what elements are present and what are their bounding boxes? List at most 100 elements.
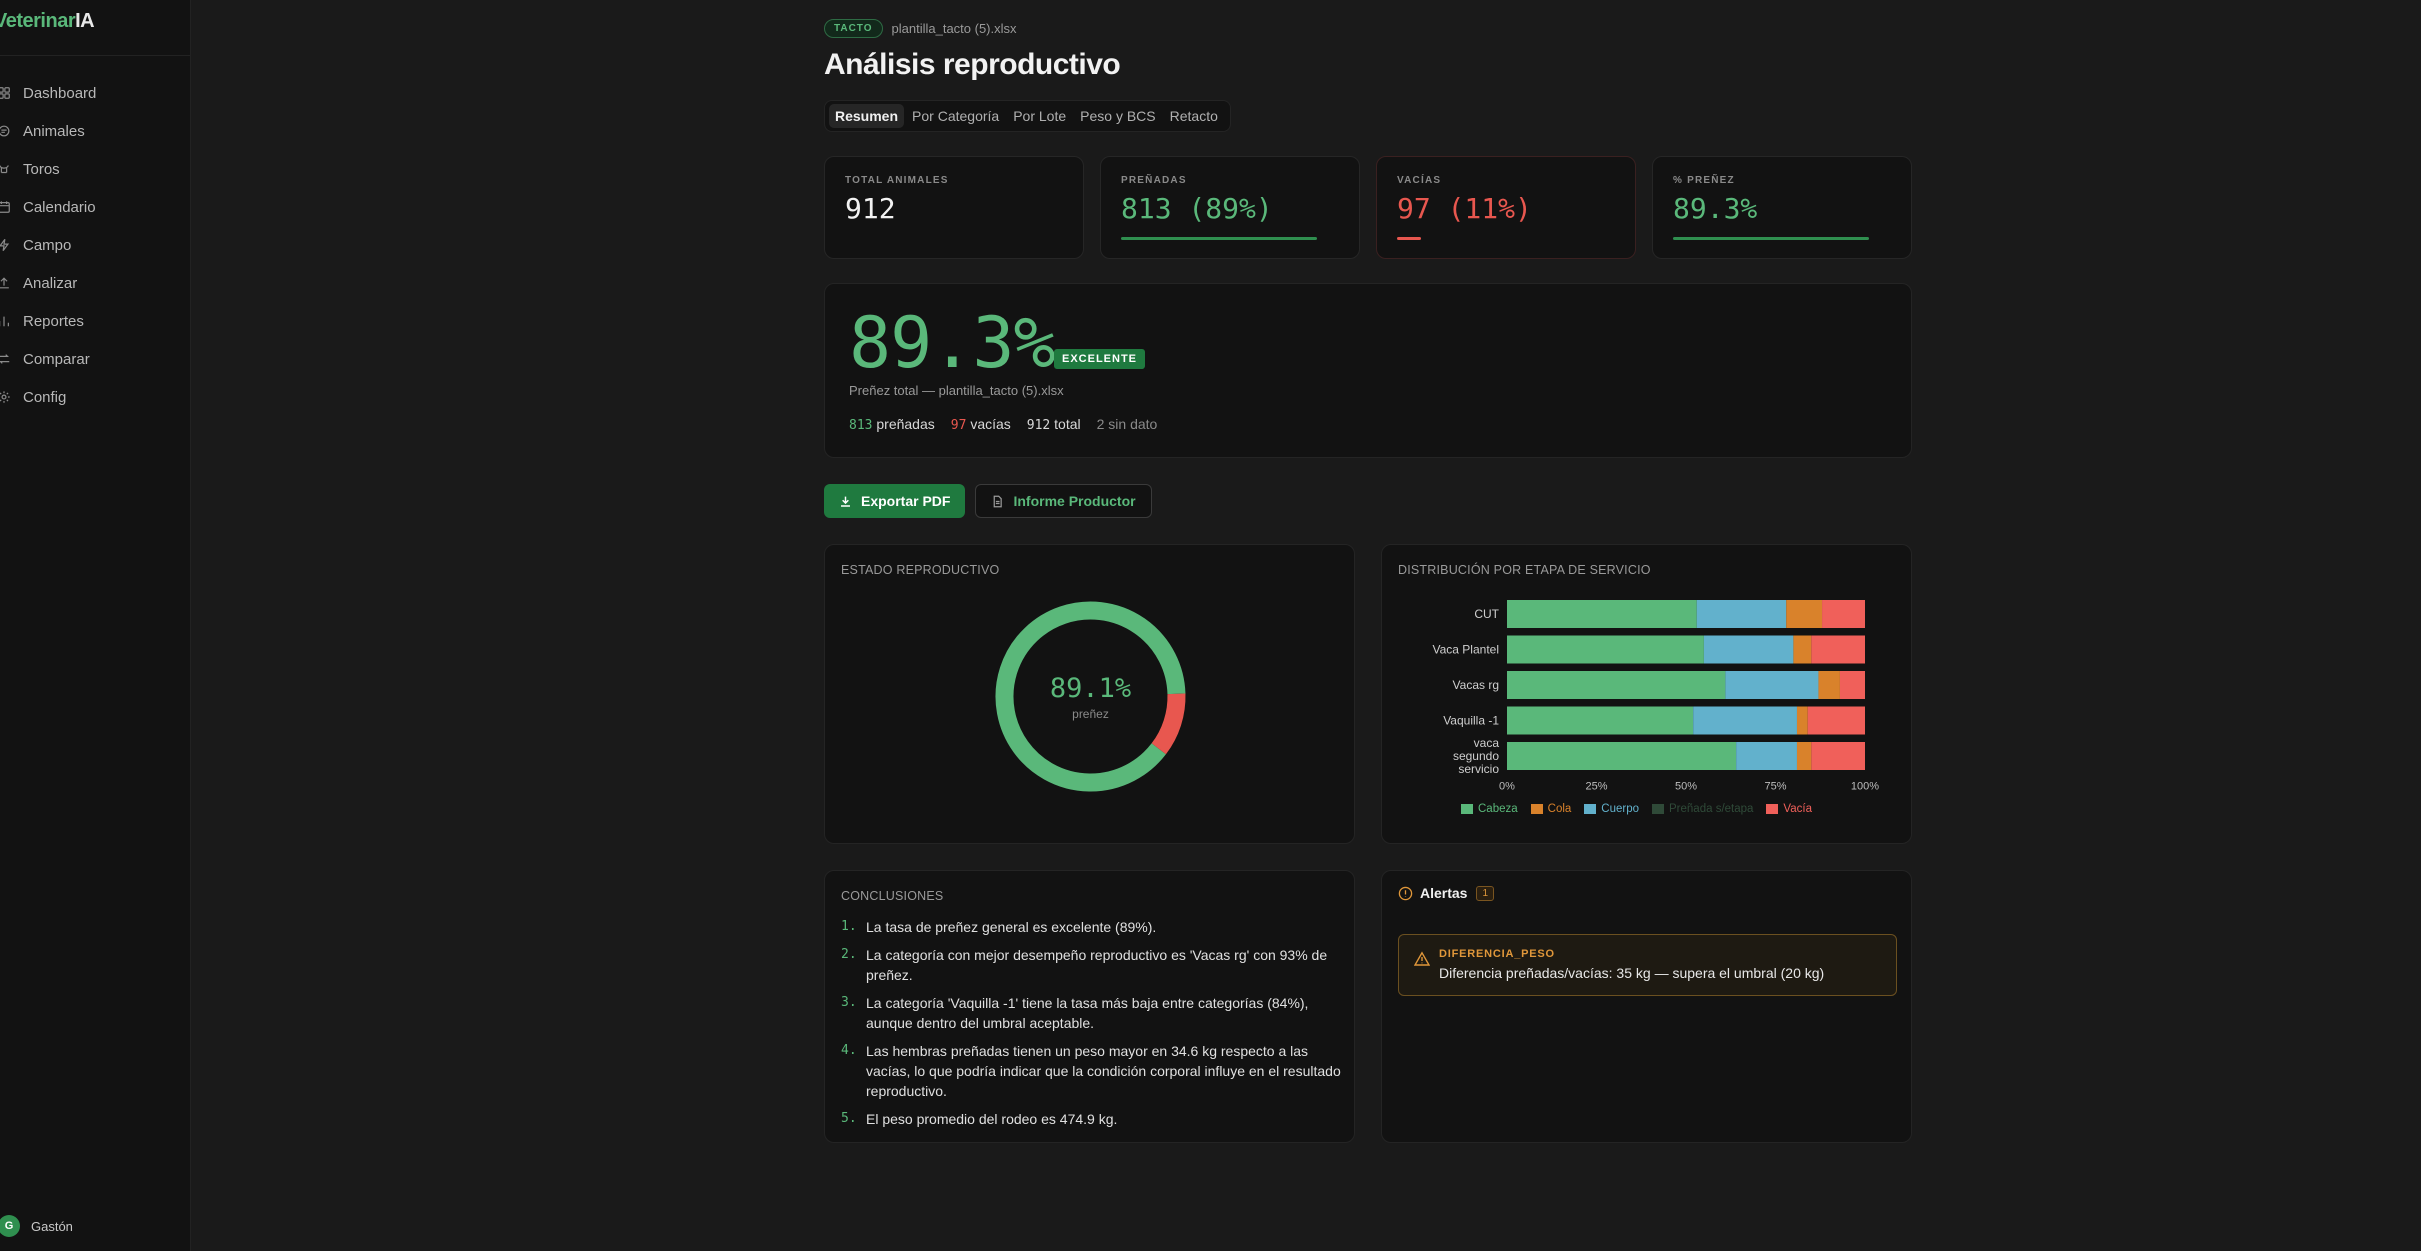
charts-row: ESTADO REPRODUCTIVO 89.1% preñez DISTRIB… xyxy=(824,544,1912,844)
conclusion-item: 2. La categoría con mejor desempeño repro… xyxy=(841,945,1341,985)
bar-segment-cola[interactable] xyxy=(1793,635,1812,664)
bar-segment-vac-a[interactable] xyxy=(1811,742,1865,770)
category-label: Vaquilla -1 xyxy=(1443,714,1499,728)
pregnancy-pct-card: % PREÑEZ 89.3% xyxy=(1652,156,1912,259)
legend-swatch xyxy=(1530,804,1543,814)
legend-item[interactable]: Cabeza xyxy=(1461,803,1518,815)
export-pdf-button[interactable]: Exportar PDF xyxy=(824,484,966,518)
tab-peso-y-bcs[interactable]: Peso y BCS xyxy=(1080,108,1156,124)
sidebar-item-label: Config xyxy=(23,388,67,406)
sidebar-divider xyxy=(0,55,191,56)
document-icon xyxy=(994,495,1003,507)
empty-card: VACÍAS 97 (11%) xyxy=(1376,156,1636,259)
bar-segment-cabeza[interactable] xyxy=(1507,706,1694,735)
bar-segment-cola[interactable] xyxy=(1786,600,1823,628)
bar-segment-vac-a[interactable] xyxy=(1811,635,1865,664)
conclusion-number: 4. xyxy=(841,1043,857,1058)
stat-progress-bar xyxy=(1121,237,1317,240)
donut-slice-pregnant xyxy=(995,601,1186,792)
alerts-title: Alertas xyxy=(1420,885,1468,901)
no-data-count: 2 sin dato xyxy=(1096,416,1158,432)
grid-icon xyxy=(0,86,11,100)
user-profile[interactable]: G Gastón xyxy=(0,1215,73,1237)
donut-center: 89.1% preñez xyxy=(994,600,1187,793)
empty-count: 97 vacías xyxy=(950,416,1011,433)
sidebar-item-config[interactable]: Config xyxy=(0,378,191,416)
sidebar-item-toros[interactable]: Toros xyxy=(0,150,191,188)
tab-resumen[interactable]: Resumen xyxy=(829,104,905,128)
legend-label: Cola xyxy=(1547,803,1572,815)
sidebar-item-label: Analizar xyxy=(23,274,78,292)
sidebar-item-label: Animales xyxy=(23,122,85,140)
producer-report-label: Informe Productor xyxy=(1013,493,1136,509)
conclusion-text: La tasa de preñez general es excelente (… xyxy=(866,919,1157,935)
sidebar-item-campo[interactable]: Campo xyxy=(0,226,191,264)
legend-label: Cabeza xyxy=(1478,803,1518,815)
alert-message: Diferencia preñadas/vacías: 35 kg — supe… xyxy=(1439,965,1825,981)
bar-segment-cabeza[interactable] xyxy=(1507,600,1697,628)
tab-retacto[interactable]: Retacto xyxy=(1169,108,1218,124)
bar-segment-cola[interactable] xyxy=(1818,671,1840,699)
sidebar-item-dashboard[interactable]: Dashboard xyxy=(0,74,191,112)
pregnancy-rate-caption: Preñez total — plantilla_tacto (5).xlsx xyxy=(849,383,1064,398)
category-label: Vaca Plantel xyxy=(1433,643,1500,657)
sidebar-item-animales[interactable]: Animales xyxy=(0,112,191,150)
bar-segment-cola[interactable] xyxy=(1796,706,1808,735)
legend-item[interactable]: Cuerpo xyxy=(1584,803,1639,815)
total-animals-card: TOTAL ANIMALES 912 xyxy=(824,156,1084,259)
bar-segment-cabeza[interactable] xyxy=(1507,742,1737,770)
alert-item[interactable]: DIFERENCIA_PESO Diferencia preñadas/vací… xyxy=(1398,934,1897,996)
page-title: Análisis reproductivo xyxy=(824,48,1121,81)
legend-swatch xyxy=(1652,804,1665,814)
producer-report-button[interactable]: Informe Productor xyxy=(975,484,1152,518)
bar-segment-cuerpo[interactable] xyxy=(1703,635,1794,664)
pregnancy-summary-card: 89.3% EXCELENTE Preñez total — plantilla… xyxy=(824,283,1912,458)
sidebar-item-label: Dashboard xyxy=(23,84,97,102)
legend-item[interactable]: Preñada s/etapa xyxy=(1652,803,1753,815)
avatar[interactable]: G xyxy=(0,1215,20,1237)
sidebar-item-label: Toros xyxy=(23,160,60,178)
file-name: plantilla_tacto (5).xlsx xyxy=(891,21,1017,36)
bar-segment-vac-a[interactable] xyxy=(1807,706,1865,735)
tab-por-categoría[interactable]: Por Categoría xyxy=(912,108,1000,124)
stat-label: % PREÑEZ xyxy=(1673,175,1735,186)
bar-segment-cuerpo[interactable] xyxy=(1725,671,1819,699)
compare-icon xyxy=(0,352,11,366)
alerts-header: Alertas 1 xyxy=(1398,885,1495,901)
tab-por-lote[interactable]: Por Lote xyxy=(1013,108,1067,124)
bar-segment-cuerpo[interactable] xyxy=(1736,742,1797,770)
sidebar-item-calendario[interactable]: Calendario xyxy=(0,188,191,226)
brand-logo[interactable]: VeterinarIA xyxy=(0,10,95,32)
animal-icon xyxy=(0,124,11,138)
sidebar-item-comparar[interactable]: Comparar xyxy=(0,340,191,378)
field-icon xyxy=(0,238,11,252)
bar-segment-cuerpo[interactable] xyxy=(1693,706,1797,735)
bar-segment-vac-a[interactable] xyxy=(1839,671,1865,699)
sidebar-item-analizar[interactable]: Analizar xyxy=(0,264,191,302)
category-label: CUT xyxy=(1474,607,1499,621)
bar-segment-vac-a[interactable] xyxy=(1822,600,1865,628)
bar-segment-cola[interactable] xyxy=(1796,742,1812,770)
summary-counts: 813 preñadas 97 vacías 912 total 2 sin d… xyxy=(849,416,1157,433)
alerts-card: Alertas 1 DIFERENCIA_PESO Diferencia pre… xyxy=(1381,870,1912,1143)
sidebar-item-reportes[interactable]: Reportes xyxy=(0,302,191,340)
legend-item[interactable]: Vacía xyxy=(1766,803,1812,815)
category-label: segundo xyxy=(1453,749,1499,763)
conclusion-text: La categoría 'Vaquilla -1' tiene la tasa… xyxy=(866,995,1309,1031)
stats-row: TOTAL ANIMALES 912 PREÑADAS 813 (89%) VACÍAS… xyxy=(824,156,1912,259)
legend-item[interactable]: Cola xyxy=(1530,803,1572,815)
legend-label: Vacía xyxy=(1783,803,1812,815)
legend-swatch xyxy=(1461,804,1473,814)
bar-segment-cabeza[interactable] xyxy=(1507,635,1704,664)
conclusion-text: Las hembras preñadas tienen un peso mayo… xyxy=(866,1043,1341,1099)
legend-swatch xyxy=(1766,804,1779,814)
bar-segment-cuerpo[interactable] xyxy=(1696,600,1787,628)
stat-value: 89.3% xyxy=(1673,192,1758,225)
bar-chart-icon xyxy=(0,314,11,328)
bar-segment-cabeza[interactable] xyxy=(1507,671,1726,699)
service-stage-card: DISTRIBUCIÓN POR ETAPA DE SERVICIO CUT Va… xyxy=(1381,544,1912,844)
conclusion-item: 4. Las hembras preñadas tienen un peso ma… xyxy=(841,1041,1341,1101)
rating-badge: EXCELENTE xyxy=(1054,349,1146,369)
stat-label: VACÍAS xyxy=(1397,175,1442,186)
